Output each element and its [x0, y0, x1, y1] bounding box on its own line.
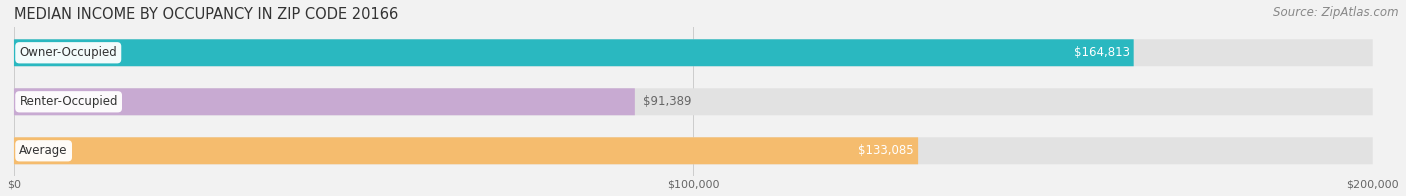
FancyBboxPatch shape — [14, 88, 1372, 115]
Text: $133,085: $133,085 — [859, 144, 914, 157]
Text: Average: Average — [20, 144, 67, 157]
Text: $164,813: $164,813 — [1074, 46, 1129, 59]
FancyBboxPatch shape — [14, 88, 636, 115]
Text: Renter-Occupied: Renter-Occupied — [20, 95, 118, 108]
Text: Source: ZipAtlas.com: Source: ZipAtlas.com — [1274, 6, 1399, 19]
FancyBboxPatch shape — [14, 39, 1372, 66]
FancyBboxPatch shape — [14, 137, 1372, 164]
Text: $91,389: $91,389 — [643, 95, 692, 108]
FancyBboxPatch shape — [14, 39, 1133, 66]
Text: Owner-Occupied: Owner-Occupied — [20, 46, 117, 59]
Text: MEDIAN INCOME BY OCCUPANCY IN ZIP CODE 20166: MEDIAN INCOME BY OCCUPANCY IN ZIP CODE 2… — [14, 7, 398, 22]
FancyBboxPatch shape — [14, 137, 918, 164]
